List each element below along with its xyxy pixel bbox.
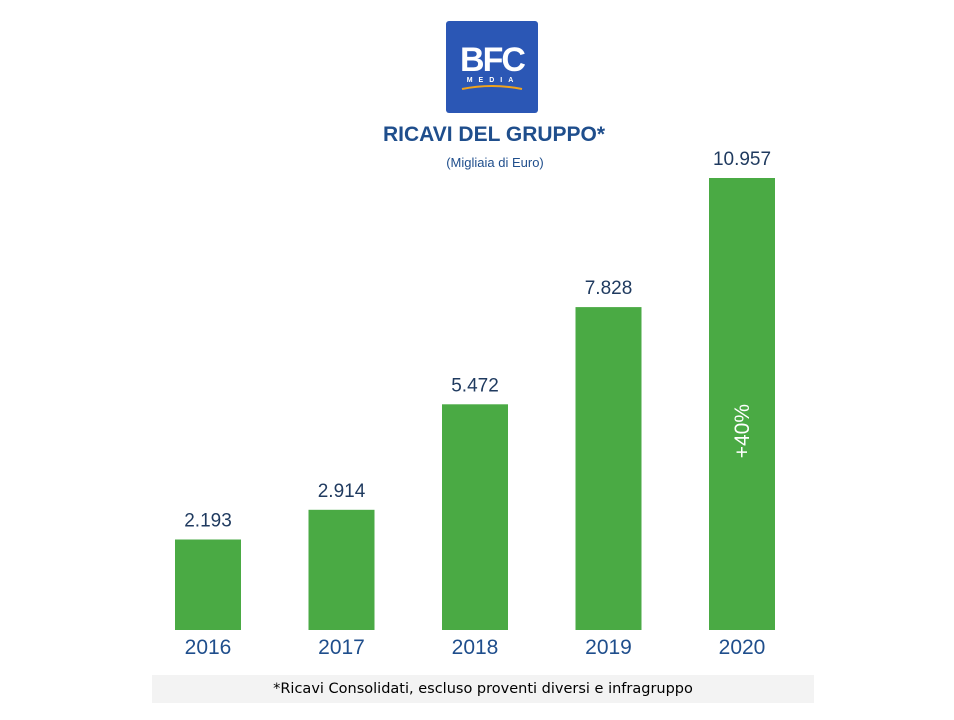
- chart-title: RICAVI DEL GRUPPO*: [382, 123, 606, 146]
- category-label-2018: 2018: [452, 636, 499, 659]
- bfc-media-logo: BFC MEDIA: [446, 21, 538, 113]
- logo-subtext: MEDIA: [466, 77, 520, 84]
- footnote: *Ricavi Consolidati, escluso proventi di…: [152, 675, 814, 703]
- bar-2018: [442, 404, 508, 630]
- bar-2020: [709, 178, 775, 630]
- value-label-2017: 2.914: [318, 481, 366, 502]
- logo-swoosh-icon: [461, 85, 523, 90]
- growth-annotation: +40%: [731, 404, 754, 458]
- logo-text: BFC: [460, 41, 526, 79]
- category-label-2016: 2016: [185, 636, 232, 659]
- category-label-2017: 2017: [318, 636, 365, 659]
- chart-subtitle: (Migliaia di Euro): [446, 155, 544, 170]
- value-label-2018: 5.472: [451, 375, 499, 396]
- category-label-2019: 2019: [585, 636, 632, 659]
- value-label-2016: 2.193: [184, 511, 232, 532]
- value-label-2019: 7.828: [585, 278, 633, 299]
- bar-2016: [175, 539, 241, 630]
- bar-2017: [308, 509, 375, 630]
- bar-2019: [575, 307, 642, 630]
- category-label-2020: 2020: [719, 636, 766, 659]
- value-label-2020: 10.957: [713, 149, 771, 170]
